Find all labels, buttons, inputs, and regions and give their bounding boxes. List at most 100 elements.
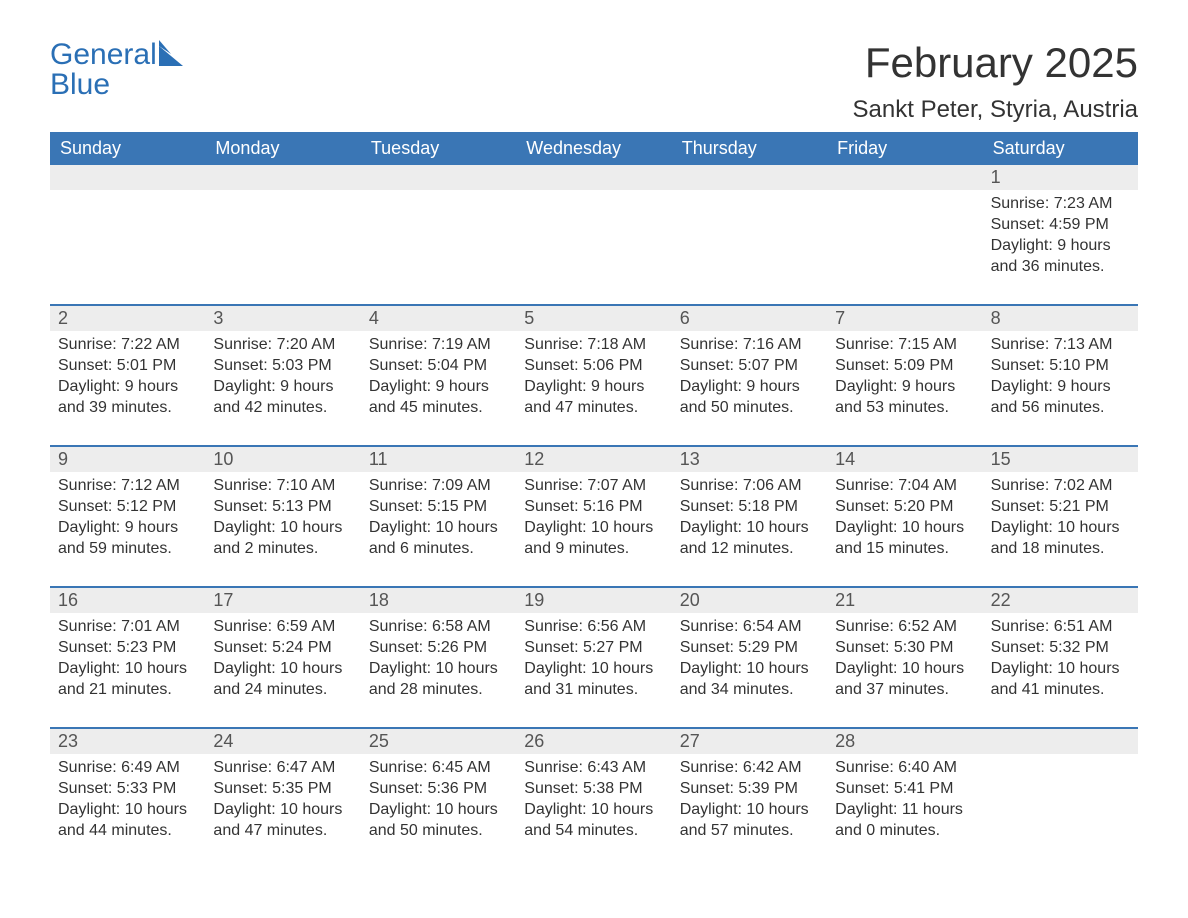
calendar-week: 16171819202122Sunrise: 7:01 AMSunset: 5:…: [50, 586, 1138, 709]
weekday-header: Friday: [827, 132, 982, 165]
day-number: [516, 165, 671, 190]
day-number: 6: [672, 306, 827, 331]
day-detail-line: and 57 minutes.: [680, 821, 819, 842]
day-detail-line: Sunrise: 7:19 AM: [369, 335, 508, 356]
day-number: 23: [50, 729, 205, 754]
day-number: 9: [50, 447, 205, 472]
day-number: [827, 165, 982, 190]
day-detail-line: Daylight: 10 hours: [213, 518, 352, 539]
day-detail-line: Sunrise: 7:22 AM: [58, 335, 197, 356]
day-detail: Sunrise: 7:02 AMSunset: 5:21 PMDaylight:…: [983, 472, 1138, 568]
logo: General Blue: [50, 40, 187, 100]
day-detail: Sunrise: 7:13 AMSunset: 5:10 PMDaylight:…: [983, 331, 1138, 427]
day-detail-line: and 2 minutes.: [213, 539, 352, 560]
day-detail: [827, 190, 982, 286]
day-detail: Sunrise: 6:58 AMSunset: 5:26 PMDaylight:…: [361, 613, 516, 709]
day-number-row: 9101112131415: [50, 447, 1138, 472]
day-detail-line: Daylight: 10 hours: [680, 659, 819, 680]
day-detail-line: Daylight: 10 hours: [369, 518, 508, 539]
day-detail-line: Sunset: 5:27 PM: [524, 638, 663, 659]
day-detail-line: and 31 minutes.: [524, 680, 663, 701]
day-detail: Sunrise: 6:47 AMSunset: 5:35 PMDaylight:…: [205, 754, 360, 850]
day-detail: Sunrise: 7:16 AMSunset: 5:07 PMDaylight:…: [672, 331, 827, 427]
day-number: [672, 165, 827, 190]
day-detail-line: Daylight: 10 hours: [991, 518, 1130, 539]
day-detail-line: Daylight: 10 hours: [680, 518, 819, 539]
day-detail: Sunrise: 6:49 AMSunset: 5:33 PMDaylight:…: [50, 754, 205, 850]
day-detail-line: and 37 minutes.: [835, 680, 974, 701]
day-number-row: 1: [50, 165, 1138, 190]
day-number: 16: [50, 588, 205, 613]
day-number: 1: [983, 165, 1138, 190]
day-detail-line: Sunrise: 7:02 AM: [991, 476, 1130, 497]
day-detail: Sunrise: 7:10 AMSunset: 5:13 PMDaylight:…: [205, 472, 360, 568]
calendar-grid: Sunday Monday Tuesday Wednesday Thursday…: [50, 132, 1138, 850]
day-detail-line: Daylight: 9 hours: [835, 377, 974, 398]
day-detail-line: Sunrise: 6:42 AM: [680, 758, 819, 779]
day-body-row: Sunrise: 7:22 AMSunset: 5:01 PMDaylight:…: [50, 331, 1138, 427]
day-detail-line: Daylight: 9 hours: [991, 236, 1130, 257]
day-number-row: 2345678: [50, 306, 1138, 331]
day-detail: Sunrise: 7:09 AMSunset: 5:15 PMDaylight:…: [361, 472, 516, 568]
logo-word-2: Blue: [50, 70, 187, 100]
calendar-week: 1Sunrise: 7:23 AMSunset: 4:59 PMDaylight…: [50, 165, 1138, 286]
day-number: 5: [516, 306, 671, 331]
day-number: 20: [672, 588, 827, 613]
day-detail: Sunrise: 7:15 AMSunset: 5:09 PMDaylight:…: [827, 331, 982, 427]
day-detail-line: Sunrise: 7:16 AM: [680, 335, 819, 356]
day-detail-line: and 24 minutes.: [213, 680, 352, 701]
day-detail-line: Daylight: 10 hours: [835, 659, 974, 680]
day-detail-line: Sunset: 5:36 PM: [369, 779, 508, 800]
day-detail: Sunrise: 7:06 AMSunset: 5:18 PMDaylight:…: [672, 472, 827, 568]
day-detail-line: and 0 minutes.: [835, 821, 974, 842]
day-body-row: Sunrise: 7:23 AMSunset: 4:59 PMDaylight:…: [50, 190, 1138, 286]
day-detail-line: Daylight: 10 hours: [524, 518, 663, 539]
day-number: 27: [672, 729, 827, 754]
day-detail-line: Sunrise: 7:09 AM: [369, 476, 508, 497]
weekday-header: Monday: [205, 132, 360, 165]
day-detail-line: and 18 minutes.: [991, 539, 1130, 560]
day-detail: Sunrise: 6:43 AMSunset: 5:38 PMDaylight:…: [516, 754, 671, 850]
day-detail-line: and 50 minutes.: [369, 821, 508, 842]
day-detail-line: Sunrise: 6:40 AM: [835, 758, 974, 779]
day-detail-line: Sunset: 5:20 PM: [835, 497, 974, 518]
top-row: General Blue February 2025 Sankt Peter, …: [50, 40, 1138, 124]
day-detail-line: Sunset: 5:15 PM: [369, 497, 508, 518]
day-detail-line: Sunset: 5:41 PM: [835, 779, 974, 800]
day-detail-line: Daylight: 9 hours: [680, 377, 819, 398]
day-detail-line: Daylight: 10 hours: [369, 800, 508, 821]
day-detail-line: and 36 minutes.: [991, 257, 1130, 278]
day-detail-line: Daylight: 10 hours: [991, 659, 1130, 680]
day-detail-line: Sunrise: 7:18 AM: [524, 335, 663, 356]
day-detail: Sunrise: 7:12 AMSunset: 5:12 PMDaylight:…: [50, 472, 205, 568]
day-detail-line: Sunset: 5:12 PM: [58, 497, 197, 518]
day-detail-line: and 47 minutes.: [213, 821, 352, 842]
day-number: 12: [516, 447, 671, 472]
day-detail: Sunrise: 6:42 AMSunset: 5:39 PMDaylight:…: [672, 754, 827, 850]
day-detail-line: Sunrise: 6:49 AM: [58, 758, 197, 779]
day-detail-line: Sunrise: 6:47 AM: [213, 758, 352, 779]
day-number: [50, 165, 205, 190]
day-number: 4: [361, 306, 516, 331]
day-detail-line: Sunset: 5:10 PM: [991, 356, 1130, 377]
day-body-row: Sunrise: 7:12 AMSunset: 5:12 PMDaylight:…: [50, 472, 1138, 568]
title-block: February 2025 Sankt Peter, Styria, Austr…: [853, 40, 1138, 124]
weekday-header: Tuesday: [361, 132, 516, 165]
weekday-header-row: Sunday Monday Tuesday Wednesday Thursday…: [50, 132, 1138, 165]
day-detail-line: Daylight: 10 hours: [680, 800, 819, 821]
day-detail-line: Daylight: 10 hours: [213, 659, 352, 680]
day-detail-line: Daylight: 10 hours: [369, 659, 508, 680]
day-detail-line: and 28 minutes.: [369, 680, 508, 701]
day-detail-line: and 56 minutes.: [991, 398, 1130, 419]
day-detail-line: Daylight: 9 hours: [58, 377, 197, 398]
day-detail-line: Sunrise: 7:06 AM: [680, 476, 819, 497]
day-detail-line: Sunrise: 7:07 AM: [524, 476, 663, 497]
day-detail-line: Daylight: 9 hours: [213, 377, 352, 398]
day-detail-line: Sunrise: 6:58 AM: [369, 617, 508, 638]
day-detail: [516, 190, 671, 286]
day-detail-line: Sunrise: 7:23 AM: [991, 194, 1130, 215]
day-detail-line: Daylight: 10 hours: [58, 800, 197, 821]
day-detail-line: Sunset: 5:06 PM: [524, 356, 663, 377]
location-label: Sankt Peter, Styria, Austria: [853, 96, 1138, 124]
day-detail: Sunrise: 6:52 AMSunset: 5:30 PMDaylight:…: [827, 613, 982, 709]
